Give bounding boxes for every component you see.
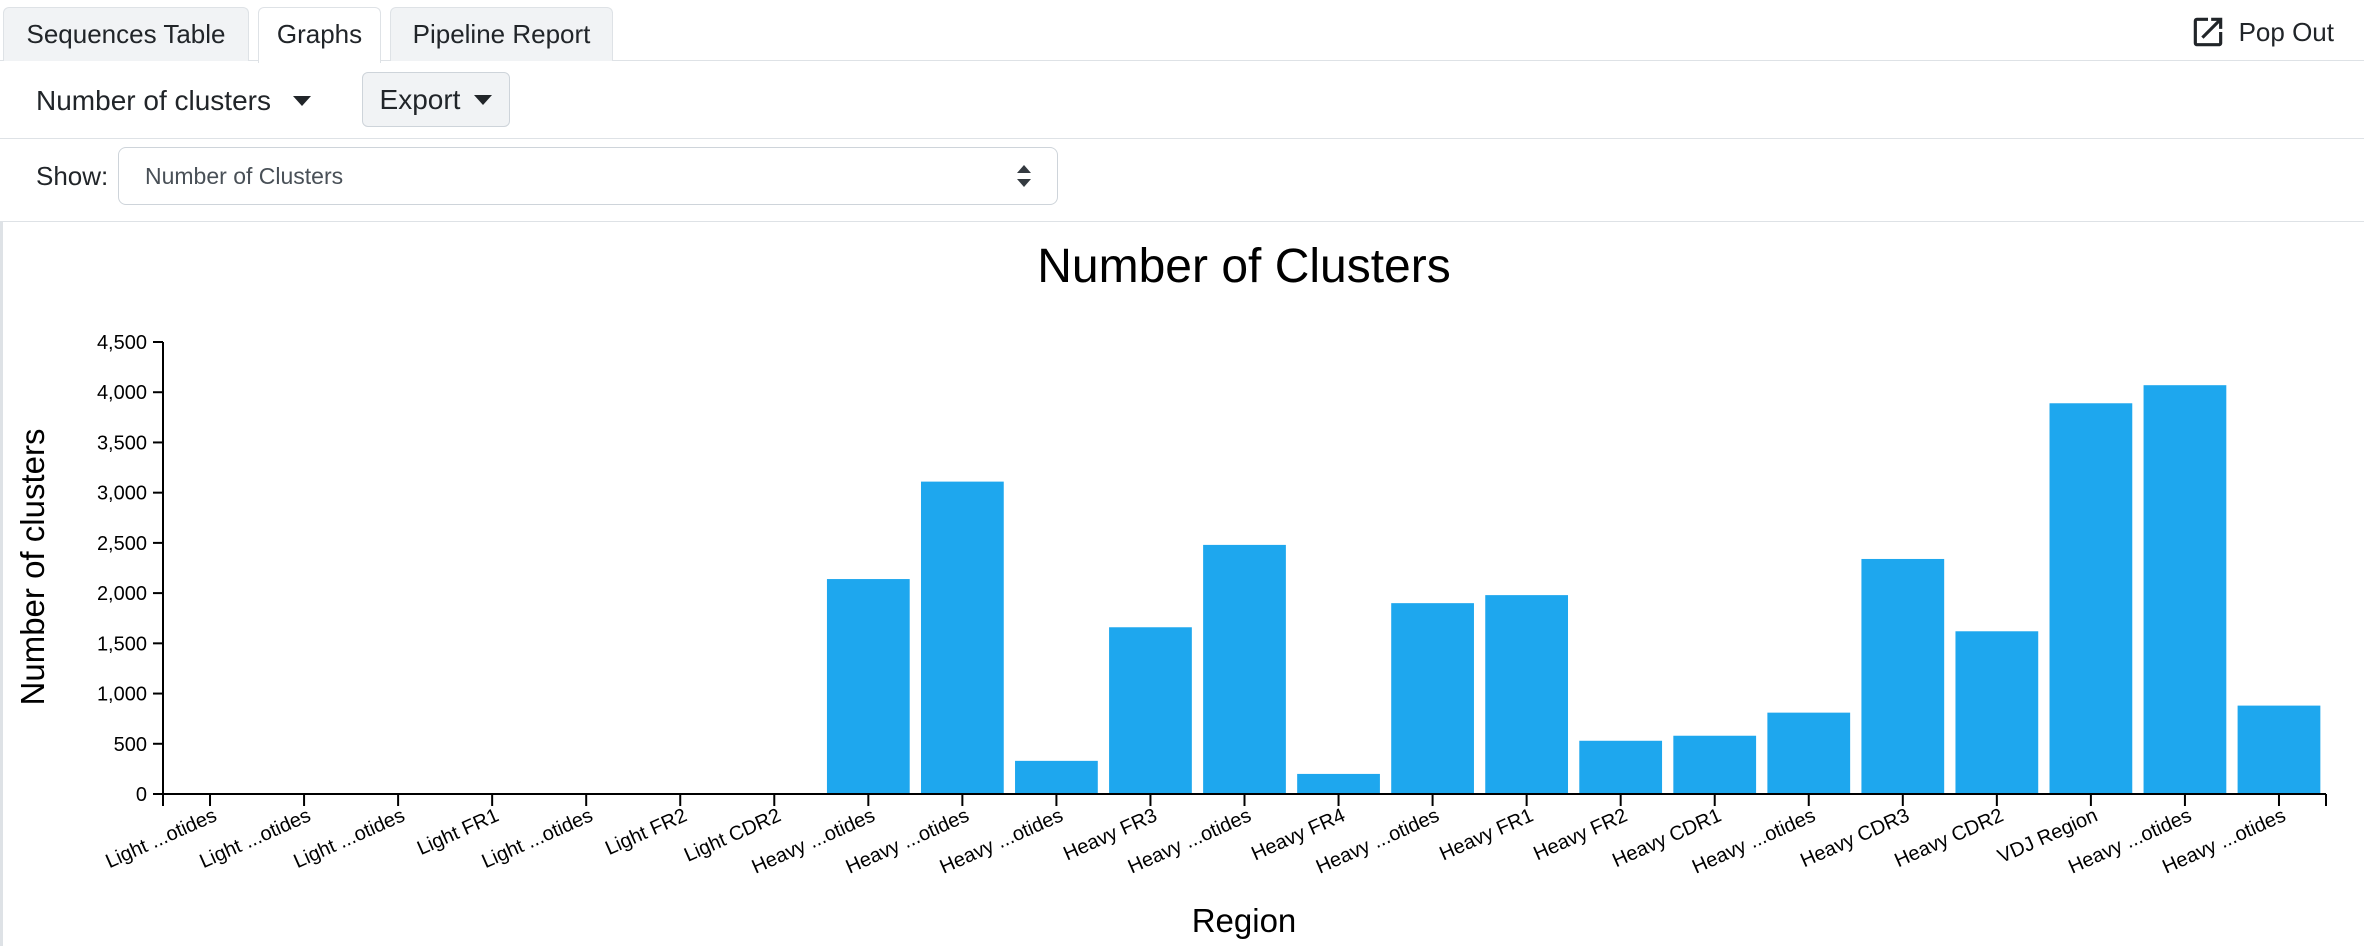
pop-out-label: Pop Out bbox=[2238, 16, 2334, 47]
y-tick-label: 1,000 bbox=[97, 684, 147, 706]
export-label: Export bbox=[379, 83, 461, 115]
bar bbox=[2237, 705, 2321, 794]
bar bbox=[1579, 740, 1663, 794]
y-tick-label: 1,500 bbox=[97, 633, 147, 655]
x-tick-label: Heavy FR1 bbox=[1436, 804, 1536, 865]
bar bbox=[1767, 712, 1851, 794]
y-tick-label: 0 bbox=[136, 784, 147, 806]
tab-label: Graphs bbox=[276, 19, 363, 49]
bar bbox=[1673, 735, 1757, 794]
bar bbox=[1015, 760, 1098, 794]
y-tick-label: 2,500 bbox=[97, 533, 147, 555]
caret-down-icon bbox=[292, 96, 311, 106]
show-bar: Show: Number of Clusters bbox=[0, 139, 2364, 222]
tab-sequences-table[interactable]: Sequences Table bbox=[3, 7, 249, 61]
bar bbox=[1203, 544, 1286, 794]
show-select-value: Number of Clusters bbox=[145, 163, 344, 189]
y-tick-label: 2,000 bbox=[97, 583, 147, 605]
bar bbox=[2049, 403, 2133, 794]
metric-dropdown-label: Number of clusters bbox=[36, 85, 271, 116]
y-tick-label: 3,000 bbox=[97, 483, 147, 505]
x-axis-label: Region bbox=[1192, 902, 1297, 939]
pop-out-button[interactable]: Pop Out bbox=[2189, 12, 2334, 52]
bar bbox=[1297, 773, 1380, 794]
y-axis-label: Number of clusters bbox=[14, 429, 51, 706]
graph-toolbar: Number of clusters Export bbox=[0, 61, 2364, 139]
caret-down-icon bbox=[474, 94, 493, 105]
bar bbox=[1391, 603, 1474, 794]
bar bbox=[1109, 627, 1192, 794]
tab-graphs[interactable]: Graphs bbox=[258, 7, 381, 63]
bar bbox=[1861, 558, 1945, 794]
panel-border bbox=[0, 222, 3, 946]
bar bbox=[920, 481, 1004, 794]
export-button[interactable]: Export bbox=[362, 72, 510, 127]
y-tick-label: 500 bbox=[114, 734, 147, 756]
bar-chart: Number of Clusters Number of clusters Re… bbox=[14, 240, 2327, 939]
external-link-icon bbox=[2193, 17, 2222, 47]
y-axis: 0 500 1,000 1,500 2,000 2,500 3,000 3,500 4,000 4… bbox=[97, 332, 164, 806]
sort-arrows-icon bbox=[1017, 165, 1031, 187]
show-select[interactable]: Number of Clusters bbox=[118, 147, 1058, 205]
bar bbox=[1955, 631, 2039, 794]
tab-label: Sequences Table bbox=[26, 19, 226, 49]
y-tick-label: 3,500 bbox=[97, 432, 147, 454]
bar bbox=[2143, 385, 2227, 794]
show-label: Show: bbox=[36, 161, 109, 191]
bars bbox=[826, 385, 2321, 794]
bar bbox=[826, 579, 910, 794]
bar bbox=[1485, 595, 1569, 794]
tab-pipeline-report[interactable]: Pipeline Report bbox=[390, 7, 613, 61]
x-tick-label: Heavy CDR2 bbox=[1891, 804, 2007, 872]
chart-title: Number of Clusters bbox=[1037, 240, 1450, 293]
tab-label: Pipeline Report bbox=[412, 19, 591, 49]
y-tick-label: 4,500 bbox=[97, 332, 147, 354]
tab-bar: Sequences Table Graphs Pipeline Report P… bbox=[0, 0, 2364, 63]
metric-dropdown[interactable]: Number of clusters bbox=[36, 79, 311, 123]
y-tick-label: 4,000 bbox=[97, 382, 147, 404]
x-tick-label: Light FR2 bbox=[602, 804, 690, 859]
